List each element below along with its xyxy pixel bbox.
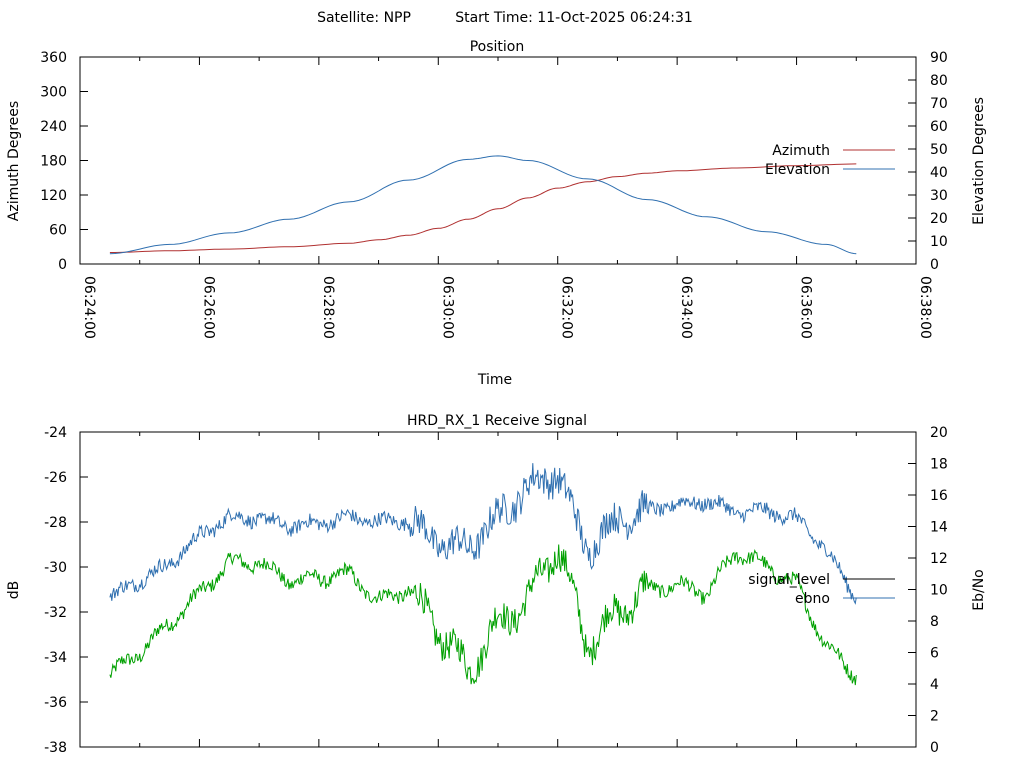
position-y2-axis-label: Elevation Degrees	[971, 97, 987, 225]
y-tick-label: 240	[40, 119, 67, 135]
y2-tick-label: 4	[930, 677, 939, 693]
position-x-axis-label: Time	[477, 372, 512, 388]
series-line-elevation	[109, 155, 857, 255]
y-tick-label: -30	[44, 560, 67, 576]
series-line-ebno	[109, 463, 857, 605]
position-chart: Position Time Azimuth Degrees Elevation …	[6, 39, 987, 388]
y-tick-label: -32	[44, 605, 67, 621]
signal-chart-title: HRD_RX_1 Receive Signal	[407, 413, 587, 429]
legend-label-signal-level: signal_level	[748, 572, 830, 588]
x-tick-label: 06:28:00	[320, 276, 336, 339]
y2-tick-label: 90	[930, 50, 948, 66]
y2-tick-label: 10	[930, 234, 948, 250]
y2-tick-label: 0	[930, 740, 939, 756]
y-tick-label: 120	[40, 188, 67, 204]
y2-tick-label: 20	[930, 211, 948, 227]
y2-tick-label: 12	[930, 551, 948, 567]
legend-label-ebno: ebno	[795, 591, 830, 607]
position-chart-title: Position	[470, 39, 525, 55]
y2-tick-label: 60	[930, 119, 948, 135]
y2-tick-label: 0	[930, 257, 939, 273]
y-tick-label: 0	[58, 257, 67, 273]
header-start-time: Start Time: 11-Oct-2025 06:24:31	[455, 10, 693, 26]
position-y-axis-label: Azimuth Degrees	[6, 101, 22, 221]
signal-y-axis-label: dB	[6, 581, 22, 600]
y2-tick-label: 50	[930, 142, 948, 158]
series-line-signal-level	[109, 544, 857, 686]
series-line-azimuth	[109, 163, 857, 253]
y-tick-label: -24	[44, 425, 67, 441]
y-tick-label: -26	[44, 470, 67, 486]
signal-series	[109, 463, 857, 686]
signal-chart: HRD_RX_1 Receive Signal dB Eb/No -38-36-…	[6, 413, 987, 756]
signal-axes: -38 -36 -34 -32 -30 -28 -26 -24 0 2 4 6 8 10 12 14 16 18 2…	[44, 425, 948, 756]
y-tick-label: 360	[40, 50, 67, 66]
y-tick-label: -28	[44, 515, 67, 531]
position-plot-border	[79, 56, 917, 265]
y2-tick-label: 10	[930, 583, 948, 599]
y-tick-label: 300	[40, 85, 67, 101]
y-tick-label: -34	[44, 650, 67, 666]
y2-tick-label: 70	[930, 96, 948, 112]
y2-tick-label: 40	[930, 165, 948, 181]
x-tick-label: 06:38:00	[917, 276, 933, 339]
y-tick-label: 60	[49, 223, 67, 239]
position-series	[109, 155, 857, 255]
position-axes: 0 60 120 180 240 300 360 0 10 20 30 40 50 60 70 80 90 06:…	[40, 50, 948, 339]
y2-tick-label: 14	[930, 520, 948, 536]
y2-tick-label: 16	[930, 488, 948, 504]
y2-tick-label: 6	[930, 646, 939, 662]
x-tick-label: 06:32:00	[559, 276, 575, 339]
header-satellite: Satellite: NPP	[317, 10, 411, 26]
x-tick-label: 06:36:00	[798, 276, 814, 339]
x-tick-label: 06:26:00	[200, 276, 216, 339]
x-tick-label: 06:30:00	[439, 276, 455, 339]
legend-label-elevation: Elevation	[765, 162, 830, 178]
y2-tick-label: 30	[930, 188, 948, 204]
signal-y2-axis-label: Eb/No	[971, 569, 987, 611]
y-tick-label: -38	[44, 740, 67, 756]
y2-tick-label: 20	[930, 425, 948, 441]
legend-label-azimuth: Azimuth	[772, 143, 830, 159]
y2-tick-label: 18	[930, 457, 948, 473]
y-tick-label: 180	[40, 154, 67, 170]
y2-tick-label: 8	[930, 614, 939, 630]
y-tick-label: -36	[44, 695, 67, 711]
x-tick-label: 06:24:00	[81, 276, 97, 339]
position-legend: Azimuth Elevation	[765, 143, 895, 178]
x-tick-label: 06:34:00	[678, 276, 694, 339]
y2-tick-label: 80	[930, 73, 948, 89]
y2-tick-label: 2	[930, 709, 939, 725]
